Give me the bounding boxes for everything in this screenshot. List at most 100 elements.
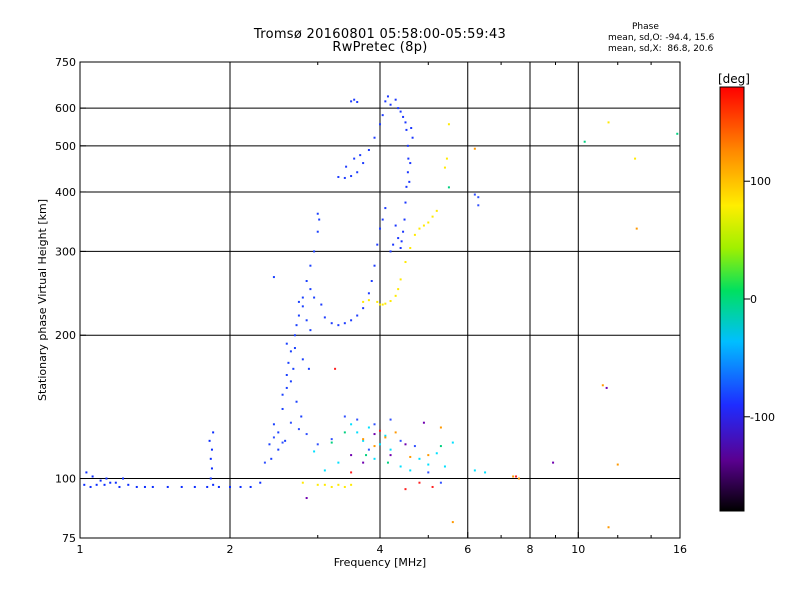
data-point	[362, 307, 365, 310]
data-point	[309, 329, 312, 332]
data-point	[297, 314, 300, 317]
y-tick-label: 500	[55, 140, 76, 153]
data-point	[439, 445, 442, 448]
data-point	[89, 485, 92, 488]
data-point	[281, 407, 284, 410]
data-point	[397, 288, 400, 291]
data-point	[399, 465, 402, 468]
y-tick-label: 600	[55, 102, 76, 115]
phase-stats-o: mean, sd,O: -94.4, 15.6	[608, 33, 715, 43]
data-point	[418, 227, 421, 230]
data-point	[409, 455, 412, 458]
data-point	[381, 303, 384, 306]
data-point	[389, 418, 392, 421]
data-point	[334, 367, 337, 370]
data-point	[379, 429, 381, 432]
data-point	[210, 467, 213, 470]
data-point	[313, 450, 316, 453]
data-point	[384, 436, 387, 439]
data-point	[295, 400, 298, 403]
data-point	[350, 319, 353, 322]
data-point	[356, 171, 359, 174]
data-point	[309, 288, 312, 291]
data-point	[404, 121, 407, 124]
data-point	[292, 367, 295, 370]
data-point	[180, 485, 183, 488]
x-tick-label: 1	[77, 543, 84, 556]
data-point	[305, 319, 308, 322]
colorbar-ticks: 100 0 -100	[744, 175, 775, 424]
data-point	[305, 280, 308, 283]
chart-title: Tromsø 20160801 05:58:00-05:59:43	[253, 27, 507, 42]
colorbar-label: [deg]	[718, 72, 750, 86]
data-point	[350, 454, 353, 457]
data-point	[427, 454, 430, 457]
data-point	[410, 127, 413, 130]
data-point	[607, 526, 610, 529]
data-point	[362, 438, 365, 441]
data-point	[431, 215, 434, 218]
data-point	[601, 384, 604, 387]
data-point	[367, 299, 370, 302]
data-point	[118, 485, 121, 488]
data-point	[373, 445, 376, 448]
data-point	[209, 457, 212, 460]
data-point	[443, 166, 446, 169]
data-point	[473, 469, 476, 472]
data-point	[85, 471, 88, 474]
data-point	[406, 171, 409, 174]
data-point	[95, 483, 98, 486]
data-point	[418, 481, 421, 484]
data-point	[473, 147, 476, 150]
data-point	[367, 426, 370, 429]
data-point	[384, 100, 387, 103]
data-point	[583, 140, 586, 143]
data-point	[277, 431, 280, 434]
data-point	[635, 227, 638, 230]
data-point	[367, 148, 370, 151]
data-point	[435, 209, 438, 212]
data-point	[289, 421, 292, 424]
data-point	[259, 481, 262, 484]
data-point	[122, 477, 125, 480]
data-point	[394, 294, 397, 297]
data-point	[379, 227, 381, 230]
data-point	[343, 485, 346, 488]
data-point	[399, 247, 402, 250]
data-point	[362, 439, 365, 442]
data-point	[350, 100, 353, 103]
data-point	[337, 461, 340, 464]
data-point	[305, 497, 308, 500]
data-point	[373, 136, 376, 139]
data-point	[193, 485, 196, 488]
data-point	[301, 305, 304, 308]
colorbar-tick-label: 100	[750, 175, 771, 188]
data-point	[166, 485, 169, 488]
data-point	[427, 471, 430, 474]
y-tick-label: 750	[55, 56, 76, 69]
data-point	[345, 165, 348, 168]
x-tick-label: 10	[571, 543, 585, 556]
data-point	[394, 224, 397, 227]
data-point	[435, 452, 438, 455]
data-point	[370, 280, 373, 283]
data-point	[445, 157, 448, 160]
data-point	[209, 477, 212, 480]
data-point	[373, 264, 376, 267]
colorbar-tick-label: 0	[750, 293, 757, 306]
data-point	[135, 485, 138, 488]
data-point	[389, 448, 392, 451]
data-point	[381, 218, 384, 221]
data-point	[362, 461, 365, 464]
data-point	[392, 243, 395, 246]
data-point	[484, 471, 487, 474]
data-point	[389, 103, 392, 106]
data-point	[409, 469, 412, 472]
data-point	[447, 123, 450, 126]
data-point	[384, 302, 387, 305]
data-point	[114, 481, 117, 484]
data-point	[439, 481, 442, 484]
x-tick-label: 2	[227, 543, 234, 556]
data-point	[402, 230, 405, 233]
